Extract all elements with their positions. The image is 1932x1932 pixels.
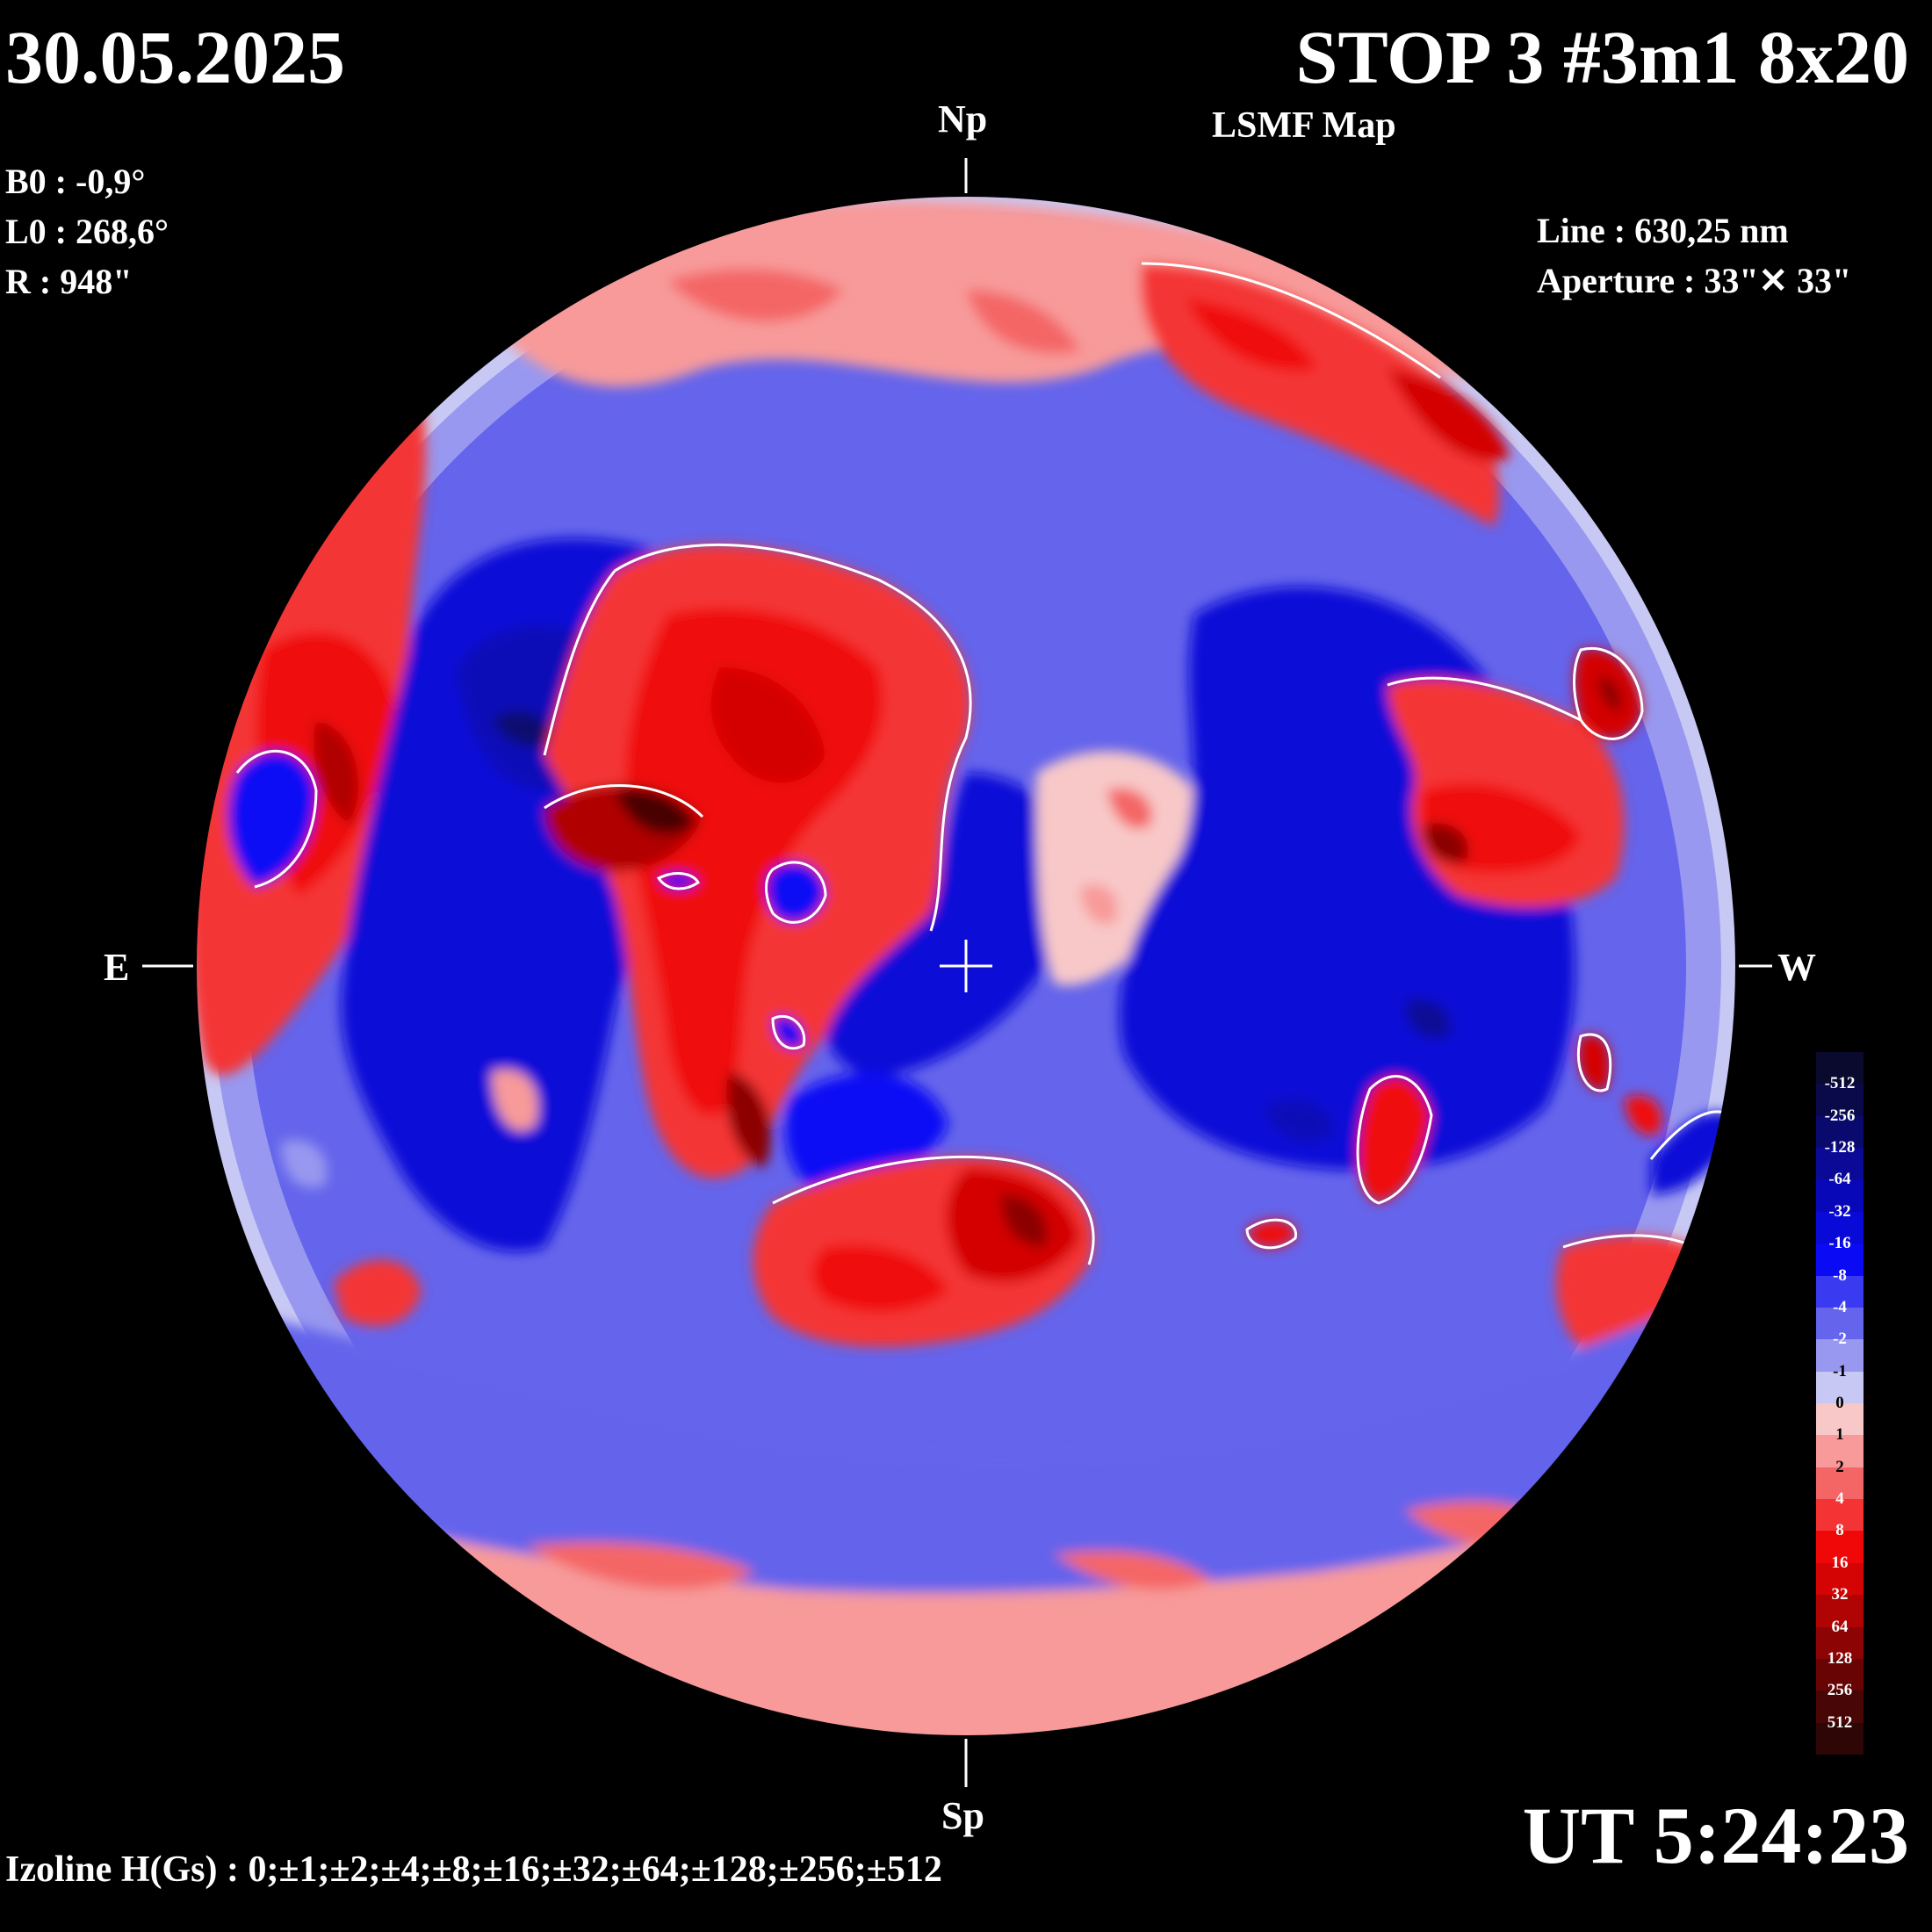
legend-swatch: [1816, 1371, 1864, 1404]
legend-swatch: [1816, 1052, 1864, 1085]
map-subtitle: LSMF Map: [1212, 105, 1396, 146]
legend-swatch: [1816, 1275, 1864, 1308]
spectral-line: Line : 630,25 nm: [1537, 211, 1789, 250]
radius-value: R : 948": [5, 262, 133, 301]
legend-swatch: [1816, 1722, 1864, 1755]
legend-label: 16: [1831, 1553, 1849, 1572]
axis-ticks: [142, 158, 1772, 1787]
south-pole-label: Sp: [941, 1794, 984, 1837]
legend-swatch: [1816, 1148, 1864, 1180]
universal-time: UT 5:24:23: [1522, 1791, 1909, 1880]
legend-label: -16: [1828, 1234, 1851, 1253]
legend-label: 64: [1831, 1617, 1849, 1636]
solar-parameters: B0 : -0,9° L0 : 268,6° R : 948": [5, 156, 169, 306]
legend-label: 4: [1835, 1489, 1844, 1509]
legend-swatch: [1816, 1499, 1864, 1532]
b0-value: B0 : -0,9°: [5, 162, 146, 201]
legend-swatch: [1816, 1115, 1864, 1149]
legend-swatch: [1816, 1690, 1864, 1724]
legend-label: 0: [1835, 1394, 1844, 1412]
color-scale-legend: -512 -256 -128 -64 -32 -16 -8 -4 -2 -1 0 1 2 4 8 16 32 64…: [1816, 1052, 1864, 1755]
disk-limb: [195, 195, 1737, 1737]
legend-label: -2: [1833, 1330, 1847, 1349]
east-label: E: [104, 946, 130, 989]
legend-swatch: [1816, 1339, 1864, 1373]
legend-label: 128: [1827, 1648, 1853, 1668]
legend-swatch: [1816, 1211, 1864, 1244]
map-title: STOP 3 #3m1 8x20: [1295, 15, 1909, 99]
legend-label: 2: [1835, 1457, 1844, 1476]
l0-value: L0 : 268,6°: [5, 212, 169, 251]
legend-label: -1: [1833, 1361, 1847, 1381]
legend-label: -64: [1828, 1170, 1851, 1189]
legend-swatch: [1816, 1467, 1864, 1500]
legend-swatch: [1816, 1307, 1864, 1340]
legend-swatch: [1816, 1403, 1864, 1436]
legend-label: 32: [1831, 1585, 1849, 1604]
north-pole-label: Np: [938, 97, 988, 141]
legend-swatch: [1816, 1435, 1864, 1468]
legend-swatch: [1816, 1084, 1864, 1117]
instrument-info: Line : 630,25 nm Aperture : 33"✕ 33": [1537, 205, 1851, 306]
legend-swatch: [1816, 1244, 1864, 1277]
legend-label: -4: [1833, 1297, 1847, 1316]
legend-label: 256: [1827, 1681, 1853, 1700]
west-label: W: [1777, 946, 1816, 989]
legend-label: 1: [1835, 1425, 1844, 1445]
aperture: Aperture : 33"✕ 33": [1537, 261, 1852, 300]
legend-swatch: [1816, 1562, 1864, 1596]
legend-swatch: [1816, 1626, 1864, 1660]
observation-date: 30.05.2025: [5, 15, 345, 99]
legend-label: 512: [1827, 1712, 1853, 1732]
legend-label: -32: [1828, 1201, 1851, 1221]
zero-contours: [235, 262, 1736, 1266]
legend-swatch: [1816, 1595, 1864, 1628]
legend-swatch: [1816, 1531, 1864, 1564]
legend-label: -512: [1824, 1074, 1856, 1093]
legend-label: -256: [1824, 1106, 1856, 1125]
isoline-levels: Izoline H(Gs) : 0;±1;±2;±4;±8;±16;±32;±6…: [5, 1849, 942, 1890]
legend-label: -8: [1833, 1265, 1847, 1285]
legend-label: 8: [1835, 1521, 1844, 1540]
legend-swatch: [1816, 1658, 1864, 1691]
legend-label: -128: [1824, 1138, 1856, 1157]
legend-swatch: [1816, 1179, 1864, 1213]
